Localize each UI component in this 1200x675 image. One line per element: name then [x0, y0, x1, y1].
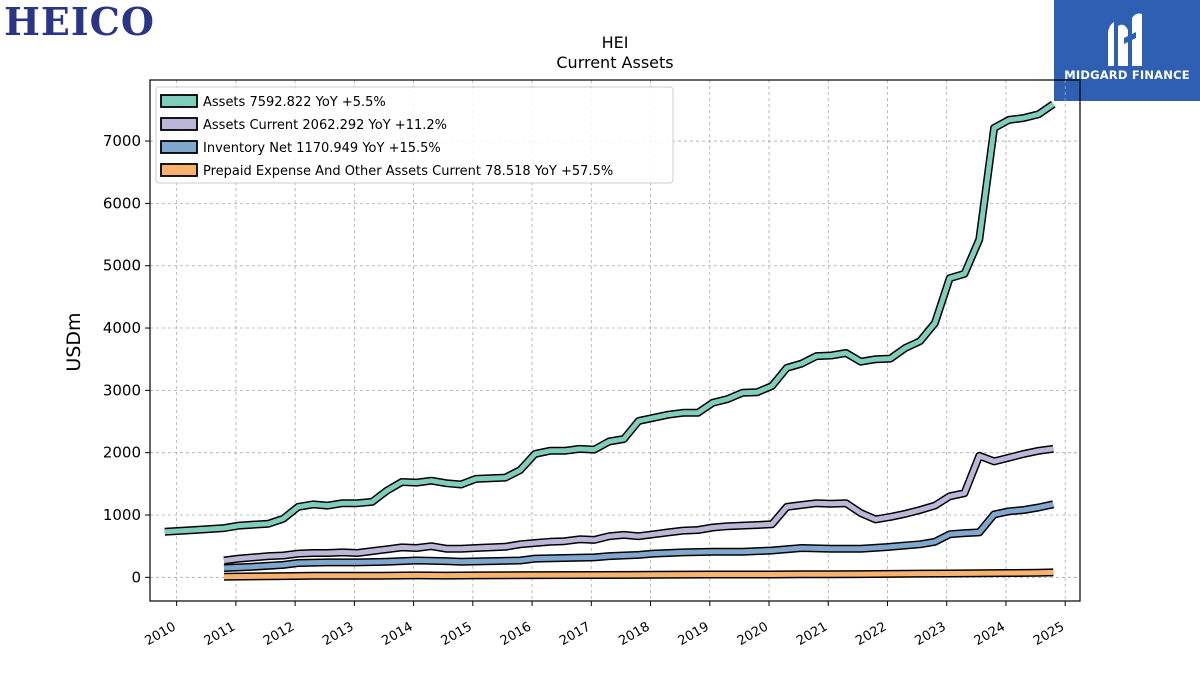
- y-tick-label: 0: [131, 568, 141, 586]
- x-tick-label: 2022: [853, 619, 889, 649]
- series-lines: [164, 100, 1056, 581]
- chart-subtitle: Current Assets: [556, 53, 673, 72]
- midgard-mark-icon: [1108, 13, 1142, 67]
- legend-box: [155, 86, 674, 184]
- x-tick-label: 2014: [379, 619, 415, 649]
- x-tick-label: 2011: [202, 619, 238, 649]
- x-tick-label: 2015: [439, 619, 475, 649]
- series-line-1: [223, 444, 1054, 565]
- x-tick-label: 2016: [498, 619, 534, 649]
- legend-label: Assets Current 2062.292 YoY +11.2%: [203, 118, 447, 133]
- legend-swatch: [160, 94, 198, 108]
- legend: Assets 7592.822 YoY +5.5% Assets Current …: [155, 86, 674, 184]
- y-axis-label: USDm: [63, 312, 85, 371]
- series-line-0: [164, 100, 1056, 536]
- x-tick-label: 2021: [794, 619, 830, 649]
- heico-logo: HEICO: [4, 2, 208, 42]
- x-tick-label: 2018: [616, 619, 652, 649]
- y-tick-label: 7000: [103, 132, 141, 150]
- plot-frame: [149, 79, 1081, 602]
- legend-item: Assets 7592.822 YoY +5.5%: [160, 94, 386, 110]
- x-tick-label: 2025: [1031, 619, 1067, 649]
- legend-swatch: [160, 163, 198, 177]
- legend-item: Prepaid Expense And Other Assets Current…: [160, 163, 613, 179]
- x-tick-label: 2020: [735, 619, 771, 649]
- series-line-fill: [164, 102, 1055, 535]
- midgard-finance-text: MIDGARD FINANCE: [1064, 68, 1190, 82]
- x-tick-label: 2012: [261, 619, 297, 649]
- x-tick-label: 2023: [913, 619, 949, 649]
- legend-label: Prepaid Expense And Other Assets Current…: [203, 164, 613, 179]
- legend-item: Inventory Net 1170.949 YoY +15.5%: [160, 140, 441, 156]
- x-tick-label: 2010: [142, 619, 178, 649]
- y-tick-label: 4000: [103, 319, 141, 337]
- x-tick-label: 2019: [676, 619, 712, 649]
- legend-label: Inventory Net 1170.949 YoY +15.5%: [203, 141, 441, 156]
- chart-title: HEI: [602, 33, 629, 52]
- series-line-3: [223, 568, 1054, 581]
- y-tick-label: 1000: [103, 506, 141, 524]
- midgard-finance-logo: MIDGARD FINANCE: [1054, 0, 1200, 101]
- x-tick-label: 2017: [557, 619, 593, 649]
- x-tick-label: 2013: [320, 619, 356, 649]
- legend-swatch: [160, 117, 198, 131]
- legend-item: Assets Current 2062.292 YoY +11.2%: [160, 117, 447, 133]
- series-line-fill: [223, 446, 1054, 563]
- x-tick-label: 2024: [972, 619, 1008, 649]
- series-line-2: [223, 500, 1055, 572]
- y-tick-label: 5000: [103, 257, 141, 275]
- series-line-fill: [223, 501, 1054, 571]
- legend-label: Assets 7592.822 YoY +5.5%: [203, 95, 386, 110]
- y-tick-label: 6000: [103, 194, 141, 212]
- series-line-fill: [223, 569, 1054, 580]
- legend-swatch: [160, 140, 198, 154]
- y-tick-label: 3000: [103, 381, 141, 399]
- y-axis: 0 1000 2000 3000 4000 5000 6000 7000: [103, 132, 150, 586]
- x-axis: 2010 2011 2012 2013 2014 2015 2016 2017 2018 2019…: [142, 601, 1067, 649]
- y-tick-label: 2000: [103, 444, 141, 462]
- heico-logo-text: HEICO: [4, 0, 155, 44]
